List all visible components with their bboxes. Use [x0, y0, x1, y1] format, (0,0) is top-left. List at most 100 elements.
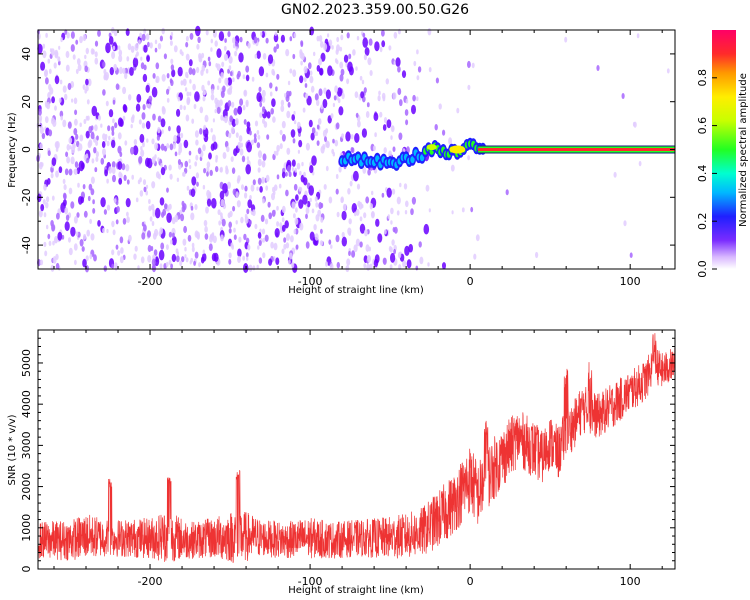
heat-point	[242, 255, 246, 261]
heat-point	[68, 137, 73, 144]
heat-point	[214, 97, 218, 105]
heat-point	[93, 254, 97, 262]
heat-point	[350, 134, 354, 140]
heat-point	[413, 60, 417, 67]
heat-point	[112, 118, 115, 124]
heat-point	[138, 119, 142, 125]
heat-point	[256, 142, 261, 149]
heat-point	[159, 35, 163, 42]
heat-point	[249, 130, 252, 136]
heat-point	[203, 168, 207, 174]
heat-point	[87, 115, 90, 121]
heat-point	[379, 111, 383, 118]
heat-point	[371, 190, 374, 196]
heat-point	[419, 256, 424, 265]
heat-point	[233, 234, 237, 240]
heat-point	[267, 54, 274, 64]
heat-point	[168, 231, 172, 238]
heat-point	[276, 43, 280, 50]
heat-point	[111, 130, 115, 136]
colorbar-ticks: 0.0 0.2 0.4 0.6 0.8	[696, 69, 717, 278]
heat-point	[158, 249, 165, 261]
heat-point	[272, 70, 276, 76]
heat-point	[359, 75, 363, 81]
heat-point	[82, 258, 87, 268]
heat-point	[145, 120, 151, 130]
heat-point	[396, 210, 400, 216]
heat-point	[369, 203, 373, 210]
heat-point	[265, 185, 269, 191]
heat-point	[195, 139, 199, 146]
heat-point	[231, 101, 235, 108]
heat-point	[245, 252, 249, 258]
heat-point	[249, 195, 252, 200]
heat-point	[183, 139, 189, 149]
heat-point	[396, 196, 401, 205]
heat-point	[154, 142, 159, 151]
heat-point	[105, 100, 109, 107]
heat-point	[96, 135, 99, 141]
heat-point	[405, 98, 409, 104]
heat-point	[52, 240, 55, 246]
heat-point	[262, 106, 266, 113]
heat-point	[208, 61, 212, 67]
heat-point	[195, 154, 199, 161]
heat-point	[145, 184, 149, 189]
heat-point	[165, 244, 169, 251]
heat-point	[166, 212, 172, 223]
heat-point	[82, 34, 87, 42]
heat-point	[254, 223, 258, 230]
heat-point	[442, 262, 446, 270]
heat-point	[152, 73, 156, 79]
heat-point	[390, 125, 395, 133]
heat-point	[281, 217, 285, 223]
heat-point	[384, 229, 387, 235]
heat-point	[122, 86, 127, 95]
heat-point	[416, 75, 420, 81]
heat-point	[290, 235, 294, 243]
heat-point	[470, 206, 474, 213]
heat-point	[365, 244, 370, 252]
heat-point	[291, 201, 296, 210]
heat-point	[91, 105, 98, 117]
heat-point	[292, 69, 297, 77]
heat-point	[347, 188, 351, 195]
y-tick-label: -40	[20, 236, 33, 254]
heat-point	[171, 236, 177, 246]
heat-point	[86, 229, 90, 237]
heat-point	[215, 63, 218, 68]
heat-point	[141, 221, 145, 227]
heat-point	[222, 85, 226, 93]
heat-point	[246, 156, 250, 161]
heat-point	[245, 65, 250, 73]
heat-point	[227, 68, 231, 74]
heat-point	[298, 186, 302, 192]
heat-point	[310, 132, 315, 141]
heat-point	[64, 168, 69, 176]
heat-point	[47, 233, 51, 240]
heat-point	[128, 94, 132, 101]
heat-point	[73, 216, 78, 224]
heat-point	[461, 207, 465, 213]
heat-point	[388, 45, 392, 51]
heat-point	[221, 61, 225, 67]
heat-point	[74, 161, 79, 168]
heat-point	[265, 37, 269, 44]
heat-point	[355, 112, 359, 118]
heat-point	[143, 28, 147, 34]
heat-point	[320, 217, 324, 223]
heat-point	[188, 150, 192, 156]
heat-point	[230, 126, 235, 135]
x-tick-label: -100	[298, 275, 323, 288]
heat-point	[237, 141, 242, 149]
heat-point	[206, 161, 211, 168]
heat-point	[305, 206, 310, 215]
heat-point	[66, 144, 71, 151]
heat-point	[252, 209, 256, 217]
heat-point	[240, 216, 244, 224]
heat-point	[170, 263, 174, 269]
heat-point	[166, 88, 170, 95]
heat-point	[224, 77, 229, 86]
heat-point	[228, 65, 232, 71]
heat-point	[148, 199, 151, 204]
